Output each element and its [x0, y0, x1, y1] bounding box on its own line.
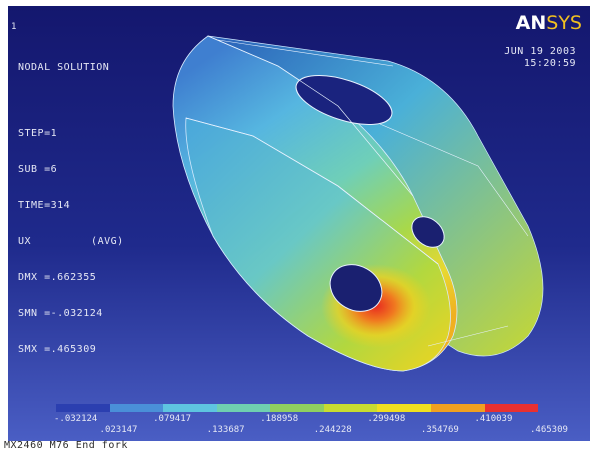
solution-component-row: UX (AVG) [18, 236, 124, 248]
window-number: 1 [11, 22, 17, 32]
legend-label-bottom: .354769 [420, 425, 459, 435]
legend-label-top: .410039 [474, 414, 513, 424]
legend-label-top: .079417 [153, 414, 192, 424]
legend-swatch [323, 404, 378, 412]
legend-swatch [270, 404, 324, 412]
color-legend [56, 404, 539, 412]
pin-hole-upper [295, 74, 393, 126]
plot-title: MX2460 M76 End fork [4, 440, 128, 451]
solution-smn: SMN =-.032124 [18, 308, 103, 319]
legend-label-bottom: .465309 [530, 425, 568, 435]
legend-swatch [377, 404, 431, 412]
timestamp: JUN 19 2003 15:20:59 [504, 46, 576, 70]
legend-label-top: -.032124 [54, 414, 98, 424]
edge-line [427, 325, 509, 347]
solution-info: NODAL SOLUTION STEP=1 SUB =6 TIME=314 UX… [18, 38, 124, 380]
date-text: JUN 19 2003 [504, 46, 576, 57]
solution-sub: SUB =6 [18, 164, 58, 175]
solution-title: NODAL SOLUTION [18, 62, 110, 73]
time-text: 15:20:59 [523, 58, 576, 69]
legend-swatch [484, 404, 539, 412]
legend-swatch [216, 404, 271, 412]
legend-swatch [56, 404, 110, 412]
solution-avg: (AVG) [91, 236, 124, 247]
ansys-logo: ANSYS [515, 12, 582, 34]
legend-label-top: .188958 [260, 414, 299, 424]
edge-line [185, 117, 439, 265]
fork-model[interactable] [8, 6, 590, 441]
edge-line [207, 35, 414, 197]
legend-swatch [163, 404, 217, 412]
solution-time: TIME=314 [18, 200, 71, 211]
legend-label-bottom: .133687 [206, 425, 245, 435]
edge-line [217, 39, 394, 67]
legend-label-bottom: .023147 [99, 425, 138, 435]
legend-swatch [109, 404, 164, 412]
solution-smx: SMX =.465309 [18, 344, 97, 355]
legend-swatch [430, 404, 485, 412]
solution-step: STEP=1 [18, 128, 58, 139]
edge-line [379, 123, 529, 237]
pin-hole-front [329, 264, 383, 312]
solution-dmx: DMX =.662355 [18, 272, 97, 283]
graphics-viewport[interactable]: 1 NODAL SOLUTION STEP=1 SUB =6 TIME=314 … [8, 6, 590, 441]
solution-component: UX [18, 236, 32, 247]
legend-label-bottom: .244228 [313, 425, 352, 435]
legend-label-top: .299498 [367, 414, 406, 424]
pin-hole-back [411, 216, 445, 248]
